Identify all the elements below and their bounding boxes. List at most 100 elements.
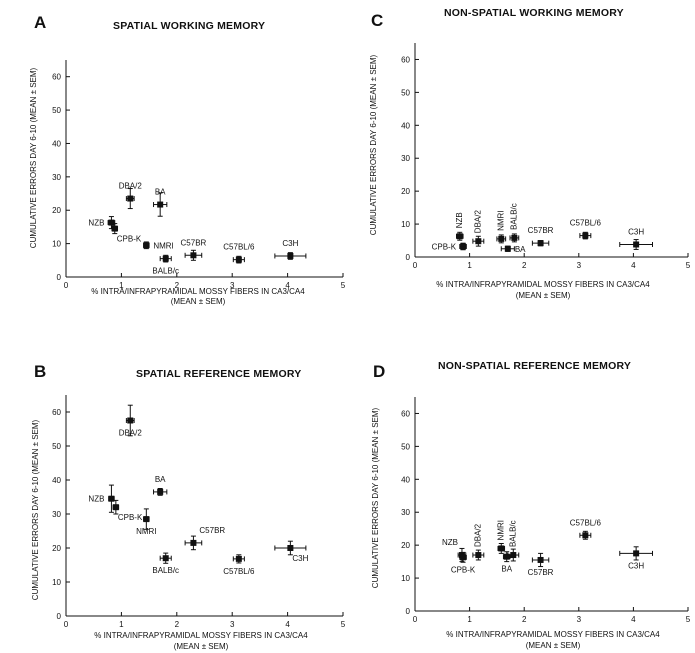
panel-c-point-cpb-k-label: CPB-K — [432, 242, 457, 251]
panel-c-y-tick-label: 40 — [401, 121, 410, 130]
panel-c-x-axis-label-2: (MEAN ± SEM) — [516, 291, 571, 300]
panel-letter-d: D — [373, 362, 385, 381]
panel-b-y-axis-label: CUMULATIVE ERRORS DAY 6-10 (MEAN ± SEM) — [31, 419, 40, 600]
panel-d-x-tick-label: 2 — [522, 615, 527, 624]
panel-b-y-tick-label: 0 — [57, 612, 62, 621]
panel-b-point-nmri — [143, 516, 150, 523]
panel-c-x-tick-label: 0 — [413, 261, 418, 270]
panel-letter-a: A — [34, 13, 46, 32]
panel-a-y-tick-label: 10 — [52, 240, 61, 249]
panel-c-y-tick-label: 50 — [401, 88, 410, 97]
panel-d-point-ba-label: BA — [501, 565, 512, 574]
panel-a-y-tick-label: 20 — [52, 206, 61, 215]
panel-d-point-cpb-k-label: CPB-K — [451, 565, 476, 574]
panel-d-point-nmri-label: NMRI — [496, 520, 505, 540]
panel-b-y-tick-label: 30 — [52, 510, 61, 519]
panel-a-x-tick-label: 1 — [119, 281, 124, 290]
panel-c-y-tick-label: 60 — [401, 55, 410, 64]
panel-b-point-balb-c-label: BALB/c — [152, 566, 179, 575]
panel-c-y-axis-label: CUMULATIVE ERRORS DAY 6-10 (MEAN ± SEM) — [369, 54, 378, 235]
panel-c-point-balb-c-label: BALB/c — [509, 203, 518, 230]
panel-a-point-cpb-k-label: CPB-K — [117, 235, 142, 244]
panel-a-x-tick-label: 4 — [285, 281, 290, 290]
panel-d-y-tick-label: 60 — [401, 409, 410, 418]
panel-a-point-c57br — [190, 252, 197, 259]
panel-c-point-c3h — [633, 241, 640, 248]
panel-a-point-nzb-label: NZB — [88, 219, 104, 228]
panel-b: B SPATIAL REFERENCE MEMORY CUMULATIVE ER… — [31, 362, 346, 651]
panel-c-y-tick-label: 10 — [401, 220, 410, 229]
panel-c-point-dba-2 — [475, 238, 482, 245]
panel-a-x-tick-label: 3 — [230, 281, 235, 290]
panel-d-point-c57bl-6 — [582, 532, 589, 539]
panel-a-point-c3h-label: C3H — [282, 239, 298, 248]
panel-d: D NON-SPATIAL REFERENCE MEMORY CUMULATIV… — [371, 360, 691, 650]
panel-b-point-c57br — [190, 539, 197, 546]
panel-c-point-ba-label: BA — [515, 245, 526, 254]
panel-c-point-nmri-label: NMRI — [496, 210, 505, 230]
panel-a-point-nmri — [143, 242, 150, 249]
panel-c-point-ba — [504, 245, 511, 252]
panel-b-y-tick-label: 40 — [52, 476, 61, 485]
panel-letter-b: B — [34, 362, 46, 381]
panel-a-y-tick-label: 0 — [57, 273, 62, 282]
panel-b-point-ba — [157, 488, 164, 495]
panel-d-point-cpb-k — [460, 554, 467, 561]
panel-a-point-c3h — [287, 252, 294, 259]
panel-a-point-c57bl-6-label: C57BL/6 — [223, 243, 255, 252]
panel-c-title: NON-SPATIAL WORKING MEMORY — [444, 7, 624, 19]
panel-d-x-tick-label: 1 — [467, 615, 472, 624]
panel-b-point-balb-c — [162, 555, 169, 562]
panel-d-x-axis-label: % INTRA/INFRAPYRAMIDAL MOSSY FIBERS IN C… — [446, 630, 660, 639]
panel-c-point-c57bl-6 — [582, 232, 589, 239]
panel-a-point-nzb — [108, 219, 115, 226]
panel-b-y-tick-label: 10 — [52, 578, 61, 587]
panel-b-x-axis-label: % INTRA/INFRAPYRAMIDAL MOSSY FIBERS IN C… — [94, 631, 308, 640]
panel-a-point-cpb-k — [111, 225, 118, 232]
panel-b-title: SPATIAL REFERENCE MEMORY — [136, 368, 301, 380]
panel-c-x-tick-label: 5 — [686, 261, 691, 270]
panel-c-y-tick-label: 0 — [406, 253, 411, 262]
panel-a-x-axis-label-2: (MEAN ± SEM) — [171, 297, 226, 306]
panel-d-x-tick-label: 3 — [577, 615, 582, 624]
panel-d-x-tick-label: 4 — [631, 615, 636, 624]
panel-b-y-tick-label: 20 — [52, 544, 61, 553]
panel-d-y-tick-label: 0 — [406, 607, 411, 616]
panel-d-point-balb-c — [510, 552, 517, 559]
panel-d-y-tick-label: 30 — [401, 508, 410, 517]
panel-c-point-cpb-k — [460, 243, 467, 250]
panel-a-point-balb-c — [162, 255, 169, 262]
panel-b-point-cpb-k-label: CPB-K — [118, 513, 143, 522]
panel-b-x-tick-label: 4 — [285, 620, 290, 629]
panel-b-x-tick-label: 3 — [230, 620, 235, 629]
panel-a-y-tick-label: 30 — [52, 173, 61, 182]
panel-c-x-tick-label: 2 — [522, 261, 527, 270]
panel-d-point-nzb-label: NZB — [442, 538, 458, 547]
panel-c-point-dba-2-label: DBA/2 — [473, 210, 482, 234]
panel-b-y-tick-label: 60 — [52, 408, 61, 417]
panel-d-point-dba-2 — [475, 552, 482, 559]
panel-a-plot: 0 1 2 3 4 50102030405060NZBCPB-KDBA/2BANMRIBA… — [52, 60, 346, 290]
panel-a-x-axis-label: % INTRA/INFRAPYRAMIDAL MOSSY FIBERS IN C… — [91, 287, 305, 296]
panel-d-y-tick-label: 10 — [401, 574, 410, 583]
panel-c-point-c57bl-6-label: C57BL/6 — [570, 219, 602, 228]
panel-c-x-axis-label: % INTRA/INFRAPYRAMIDAL MOSSY FIBERS IN C… — [436, 280, 650, 289]
panel-d-point-c57br-label: C57BR — [528, 568, 554, 577]
panel-b-y-tick-label: 50 — [52, 442, 61, 451]
panel-c: C NON-SPATIAL WORKING MEMORY CUMULATIVE … — [369, 7, 691, 300]
panel-b-point-nzb — [108, 495, 115, 502]
panel-d-title: NON-SPATIAL REFERENCE MEMORY — [438, 360, 631, 372]
panel-a-y-tick-label: 50 — [52, 106, 61, 115]
panel-d-point-nmri — [498, 545, 505, 552]
panel-d-point-balb-c-label: BALB/c — [508, 520, 517, 547]
panel-d-x-tick-label: 5 — [686, 615, 691, 624]
panel-d-y-tick-label: 50 — [401, 442, 410, 451]
panel-b-x-tick-label: 2 — [175, 620, 180, 629]
panel-b-point-c3h — [287, 545, 294, 551]
panel-d-point-c57bl-6-label: C57BL/6 — [570, 518, 602, 527]
panel-b-point-nmri-label: NMRI — [136, 527, 156, 536]
panel-d-point-c3h — [633, 550, 640, 557]
